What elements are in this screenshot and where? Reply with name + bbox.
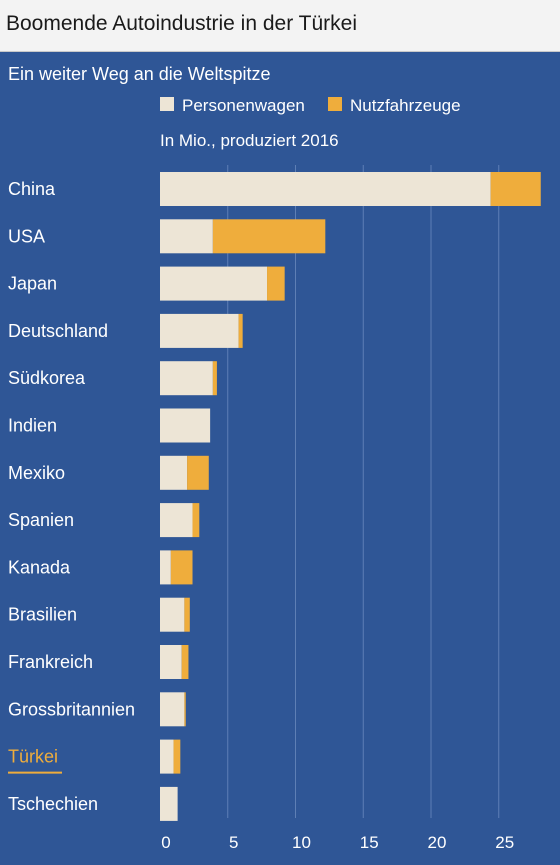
chart-title: Boomende Autoindustrie in der Türkei — [6, 12, 357, 35]
legend-swatch-1 — [328, 97, 342, 111]
x-tick-label-4: 20 — [428, 833, 447, 852]
bar-5-0 — [160, 408, 211, 443]
legend: Personenwagen Nutzfahrzeuge — [160, 96, 461, 115]
category-label-6: Mexiko — [8, 463, 65, 483]
category-label-7: Spanien — [8, 510, 74, 530]
chart-subtitle: Ein weiter Weg an die Weltspitze — [8, 64, 270, 84]
bar-6-1 — [187, 455, 209, 490]
bar-13-0 — [160, 786, 178, 821]
bar-0-0 — [160, 172, 491, 206]
category-label-10: Frankreich — [8, 652, 93, 672]
category-label-5: Indien — [8, 416, 57, 436]
bar-2-0 — [160, 266, 268, 301]
category-label-2: Japan — [8, 274, 57, 294]
unit-note: In Mio., produziert 2016 — [160, 131, 339, 150]
x-tick-label-5: 25 — [495, 833, 514, 852]
x-tick-label-1: 5 — [229, 833, 238, 852]
bar-4-1 — [212, 361, 217, 396]
bar-0-1 — [490, 172, 541, 206]
bar-7-1 — [192, 503, 200, 538]
bar-11-1 — [184, 692, 186, 727]
category-label-1: USA — [8, 226, 45, 246]
bar-8-0 — [160, 550, 171, 585]
bar-9-0 — [160, 597, 185, 632]
x-tick-label-2: 10 — [292, 833, 311, 852]
bar-9-1 — [184, 597, 190, 632]
bar-12-0 — [160, 739, 174, 774]
legend-label-0: Personenwagen — [182, 96, 305, 115]
bar-3-1 — [238, 313, 243, 348]
bar-2-1 — [267, 266, 285, 301]
category-label-3: Deutschland — [8, 321, 108, 341]
category-label-4: Südkorea — [8, 368, 86, 388]
bar-1-1 — [212, 219, 326, 254]
category-label-9: Brasilien — [8, 605, 77, 625]
legend-label-1: Nutzfahrzeuge — [350, 96, 461, 115]
bar-4-0 — [160, 361, 213, 396]
bar-1-0 — [160, 219, 213, 254]
legend-swatch-0 — [160, 97, 174, 111]
category-label-8: Kanada — [8, 557, 71, 577]
category-label-12: Türkei — [8, 747, 58, 767]
bar-10-0 — [160, 645, 182, 679]
title-bar: Boomende Autoindustrie in der Türkei — [0, 0, 560, 52]
category-label-11: Grossbritannien — [8, 699, 135, 719]
x-tick-label-3: 15 — [360, 833, 379, 852]
x-tick-label-0: 0 — [161, 833, 170, 852]
bar-11-0 — [160, 692, 185, 727]
category-label-13: Tschechien — [8, 794, 98, 814]
x-tick-labels: 0 5 10 15 20 25 — [161, 833, 514, 852]
bar-6-0 — [160, 455, 188, 490]
bar-10-1 — [181, 645, 189, 679]
gridlines — [227, 165, 500, 818]
bars — [160, 172, 541, 821]
bar-8-1 — [170, 550, 193, 585]
bar-7-0 — [160, 503, 193, 538]
bar-12-1 — [173, 739, 181, 774]
bar-3-0 — [160, 313, 239, 348]
category-label-0: China — [8, 179, 56, 199]
category-labels: China USA Japan Deutschland Südkorea Indien Me… — [8, 179, 135, 814]
